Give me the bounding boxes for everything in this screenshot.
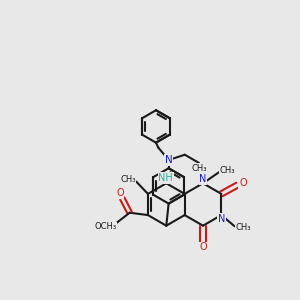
Text: NH: NH xyxy=(158,173,173,183)
Text: N: N xyxy=(165,155,172,165)
Text: CH₃: CH₃ xyxy=(191,164,207,173)
Text: CH₃: CH₃ xyxy=(235,223,250,232)
Text: N: N xyxy=(199,174,207,184)
Text: CH₃: CH₃ xyxy=(220,166,235,175)
Text: CH₃: CH₃ xyxy=(120,175,136,184)
Text: N: N xyxy=(218,214,225,224)
Text: O: O xyxy=(239,178,247,188)
Text: O: O xyxy=(116,188,124,198)
Text: OCH₃: OCH₃ xyxy=(94,222,116,231)
Text: O: O xyxy=(199,242,207,252)
